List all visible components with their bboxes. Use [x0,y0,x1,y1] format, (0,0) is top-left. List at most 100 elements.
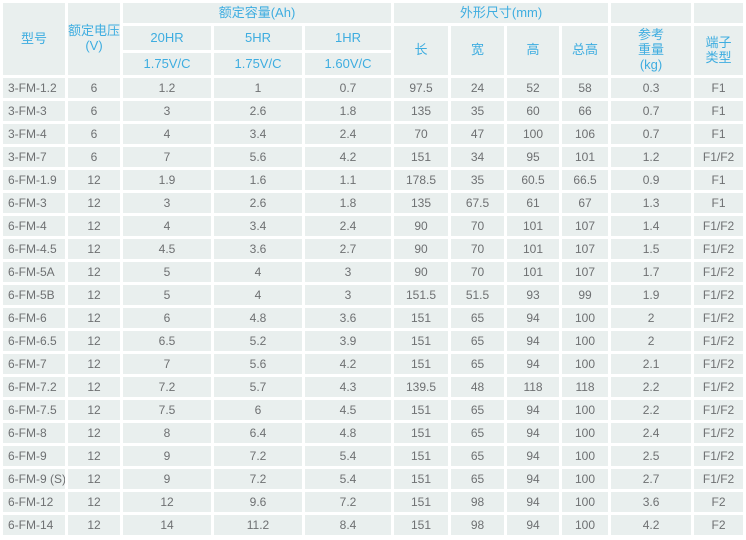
cell-dim-total-height: 67 [562,193,609,213]
cell-weight: 2.1 [611,354,692,374]
cell-dim-total-height: 100 [562,400,609,420]
cell-cap-5hr: 11.2 [214,515,302,535]
cell-cap-5hr: 1 [214,78,302,98]
cell-model: 6-FM-12 [3,492,65,512]
cell-weight: 1.9 [611,285,692,305]
cell-dim-total-height: 100 [562,354,609,374]
cell-cap-5hr: 2.6 [214,101,302,121]
cell-dim-length: 151 [394,308,449,328]
table-row: 3-FM-7 6 7 5.6 4.2 151 34 95 101 1.2 F1/F2 [3,147,744,167]
header-dim-width: 宽 [451,26,505,75]
table-row: 6-FM-9 12 9 7.2 5.4 151 65 94 100 2.5 F1/F2 [3,446,744,466]
header-cutoff-5hr: 1.75V/C [214,53,302,75]
cell-cap-20hr: 7.5 [123,400,211,420]
header-weight-spacer [611,3,692,23]
cell-voltage: 12 [68,423,120,443]
cell-model: 6-FM-9 (S) [3,469,65,489]
cell-dim-length: 139.5 [394,377,449,397]
cell-cap-5hr: 4 [214,262,302,282]
cell-dim-total-height: 100 [562,308,609,328]
cell-dim-length: 151 [394,400,449,420]
cell-cap-1hr: 0.7 [305,78,392,98]
cell-model: 6-FM-4.5 [3,239,65,259]
cell-dim-width: 70 [451,216,505,236]
cell-cap-5hr: 3.4 [214,216,302,236]
cell-cap-5hr: 5.6 [214,354,302,374]
cell-model: 6-FM-8 [3,423,65,443]
cell-dim-height: 60 [507,101,560,121]
cell-terminal: F1/F2 [694,354,744,374]
cell-dim-total-height: 100 [562,423,609,443]
cell-cap-20hr: 1.9 [123,170,211,190]
cell-voltage: 12 [68,331,120,351]
cell-voltage: 12 [68,400,120,420]
cell-dim-height: 101 [507,262,560,282]
cell-cap-1hr: 7.2 [305,492,392,512]
cell-cap-5hr: 2.6 [214,193,302,213]
cell-cap-1hr: 5.4 [305,469,392,489]
cell-terminal: F1 [694,78,744,98]
header-row-cutoffs: 1.75V/C 1.75V/C 1.60V/C [3,53,743,75]
cell-weight: 1.5 [611,239,692,259]
cell-voltage: 6 [68,78,120,98]
cell-model: 6-FM-3 [3,193,65,213]
cell-voltage: 12 [68,446,120,466]
cell-model: 3-FM-4 [3,124,65,144]
cell-terminal: F1/F2 [694,308,744,328]
cell-terminal: F2 [694,515,744,535]
cell-dim-width: 24 [451,78,505,98]
cell-cap-20hr: 5 [123,262,211,282]
cell-cap-20hr: 5 [123,285,211,305]
cell-dim-width: 65 [451,331,505,351]
header-row-groups: 型号 额定电压 (V) 额定容量(Ah) 外形尺寸(mm) [3,3,744,75]
cell-dim-height: 94 [507,308,560,328]
cell-dim-length: 151 [394,147,449,167]
cell-cap-5hr: 7.2 [214,469,302,489]
cell-cap-5hr: 5.6 [214,147,302,167]
cell-cap-20hr: 9 [123,446,211,466]
cell-cap-5hr: 3.4 [214,124,302,144]
cell-dim-length: 90 [394,239,449,259]
cell-dim-width: 65 [451,423,505,443]
cell-dim-length: 151 [394,423,449,443]
cell-voltage: 6 [68,147,120,167]
cell-cap-5hr: 3.6 [214,239,302,259]
cell-cap-20hr: 12 [123,492,211,512]
cell-cap-1hr: 8.4 [305,515,392,535]
cell-cap-1hr: 4.5 [305,400,392,420]
cell-weight: 1.2 [611,147,692,167]
cell-cap-5hr: 4.8 [214,308,302,328]
header-terminal: 端子 类型 [694,26,744,75]
cell-cap-1hr: 2.7 [305,239,392,259]
cell-dim-total-height: 101 [562,147,609,167]
cell-cap-20hr: 14 [123,515,211,535]
cell-cap-20hr: 4 [123,124,211,144]
header-cutoff-1hr: 1.60V/C [305,53,392,75]
cell-terminal: F1/F2 [694,469,744,489]
cell-dim-height: 94 [507,354,560,374]
cell-weight: 2.5 [611,446,692,466]
cell-weight: 2 [611,308,692,328]
table-row: 6-FM-14 12 14 11.2 8.4 151 98 94 100 4.2 F2 [3,515,744,535]
cell-cap-1hr: 4.8 [305,423,392,443]
cell-terminal: F1/F2 [694,262,744,282]
cell-weight: 0.9 [611,170,692,190]
cell-weight: 4.2 [611,515,692,535]
cell-voltage: 6 [68,101,120,121]
cell-terminal: F1/F2 [694,446,744,466]
cell-cap-1hr: 4.2 [305,147,392,167]
cell-weight: 0.3 [611,78,692,98]
header-rate-20hr: 20HR [123,26,211,50]
cell-dim-length: 151 [394,331,449,351]
cell-voltage: 12 [68,492,120,512]
cell-dim-total-height: 107 [562,216,609,236]
header-row-rates: 20HR 5HR 1HR 长 宽 高 总高 参考 重量 (kg) 端子 类型 [3,26,744,75]
cell-dim-height: 100 [507,124,560,144]
cell-cap-20hr: 8 [123,423,211,443]
cell-cap-5hr: 6 [214,400,302,420]
cell-cap-20hr: 7 [123,147,211,167]
cell-voltage: 12 [68,354,120,374]
cell-dim-width: 51.5 [451,285,505,305]
cell-dim-height: 118 [507,377,560,397]
cell-dim-width: 65 [451,446,505,466]
